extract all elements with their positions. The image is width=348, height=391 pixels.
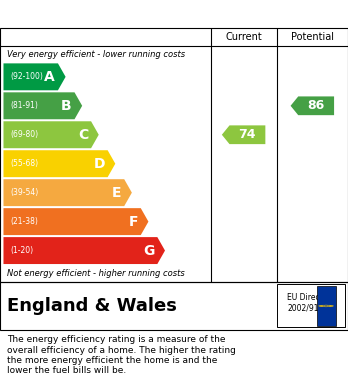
Text: (39-54): (39-54) [10,188,39,197]
Circle shape [319,305,323,306]
Text: Not energy efficient - higher running costs: Not energy efficient - higher running co… [7,269,185,278]
Text: (1-20): (1-20) [10,246,33,255]
Text: F: F [128,215,138,229]
Polygon shape [3,208,148,235]
Text: B: B [61,99,72,113]
Text: A: A [45,70,55,84]
Text: The energy efficiency rating is a measure of the
overall efficiency of a home. T: The energy efficiency rating is a measur… [7,335,236,375]
Polygon shape [222,126,265,144]
Text: England & Wales: England & Wales [7,297,177,315]
Text: Current: Current [225,32,262,42]
Text: Energy Efficiency Rating: Energy Efficiency Rating [69,7,279,22]
Polygon shape [3,121,99,148]
Text: (92-100): (92-100) [10,72,43,81]
Text: E: E [112,186,121,200]
Text: Potential: Potential [291,32,334,42]
Text: C: C [78,128,88,142]
Text: 74: 74 [238,128,256,141]
Polygon shape [3,63,65,90]
Text: (21-38): (21-38) [10,217,38,226]
Bar [277,285,345,328]
Text: (55-68): (55-68) [10,159,39,168]
Circle shape [319,306,323,307]
Text: D: D [93,157,105,171]
Text: EU Directive
2002/91/EC: EU Directive 2002/91/EC [287,293,334,313]
Polygon shape [3,150,115,177]
Text: (69-80): (69-80) [10,130,39,139]
Polygon shape [3,179,132,206]
Circle shape [329,305,333,306]
Polygon shape [3,92,82,119]
Text: Very energy efficient - lower running costs: Very energy efficient - lower running co… [7,50,185,59]
Text: G: G [143,244,155,258]
Bar [317,286,336,325]
Polygon shape [3,237,165,264]
Polygon shape [291,97,334,115]
Circle shape [329,306,333,307]
Text: (81-91): (81-91) [10,101,38,110]
Text: 86: 86 [307,99,324,112]
